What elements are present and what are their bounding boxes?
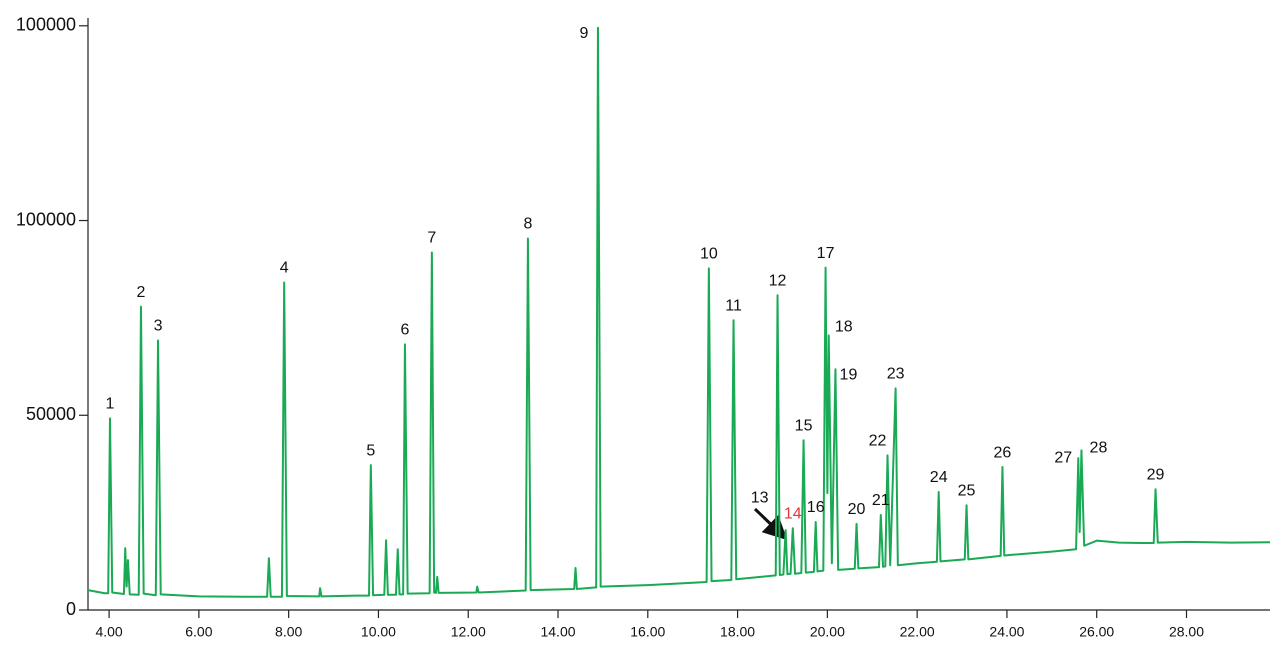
peak-label: 6 — [400, 322, 409, 339]
peak-label: 24 — [930, 469, 948, 486]
y-tick-label: 0 — [66, 599, 76, 619]
peak-label: 29 — [1147, 466, 1165, 483]
peak-label: 16 — [807, 499, 825, 516]
peak-label: 22 — [869, 433, 887, 450]
peak-label: 25 — [958, 482, 976, 499]
peak-label: 27 — [1054, 449, 1072, 466]
x-tick-label: 14.00 — [540, 624, 575, 640]
peak-label: 12 — [769, 273, 787, 290]
x-tick-label: 10.00 — [361, 624, 396, 640]
peak-label: 23 — [887, 366, 905, 383]
x-tick-label: 26.00 — [1079, 624, 1114, 640]
x-tick-label: 16.00 — [630, 624, 665, 640]
chromatogram-trace — [87, 26, 1270, 598]
y-tick-label: 100000 — [16, 15, 76, 35]
y-tick-label: 100000 — [16, 209, 76, 229]
peak-label: 9 — [580, 25, 589, 42]
x-tick-label: 6.00 — [185, 624, 212, 640]
peak-label: 26 — [994, 444, 1012, 461]
x-tick-label: 22.00 — [900, 624, 935, 640]
peak-label: 21 — [872, 492, 890, 509]
x-tick-label: 28.00 — [1169, 624, 1204, 640]
x-tick-label: 4.00 — [95, 624, 122, 640]
x-tick-label: 12.00 — [451, 624, 486, 640]
x-tick-label: 18.00 — [720, 624, 755, 640]
x-tick-label: 20.00 — [810, 624, 845, 640]
peak-label: 15 — [795, 417, 813, 434]
x-tick-label: 24.00 — [989, 624, 1024, 640]
peak-label: 17 — [817, 245, 835, 262]
peak-label: 5 — [366, 442, 375, 459]
y-tick-label: 50000 — [26, 404, 76, 424]
peak-label: 1 — [106, 396, 115, 413]
x-tick-label: 8.00 — [275, 624, 302, 640]
peak-label: 3 — [154, 318, 163, 335]
arrow — [753, 507, 788, 541]
peak-label: 4 — [280, 260, 289, 277]
peak-label: 10 — [700, 246, 718, 263]
peak-label: 20 — [848, 501, 866, 518]
peak-label: 14 — [784, 505, 802, 522]
peak-label: 28 — [1090, 440, 1108, 457]
peak-label: 2 — [137, 284, 146, 301]
peak-label: 19 — [840, 367, 858, 384]
peak-label: 11 — [725, 297, 742, 314]
peak-label: 8 — [523, 216, 532, 233]
peak-label: 18 — [835, 319, 853, 336]
peak-label: 7 — [427, 230, 436, 247]
peak-label: 13 — [751, 489, 769, 506]
